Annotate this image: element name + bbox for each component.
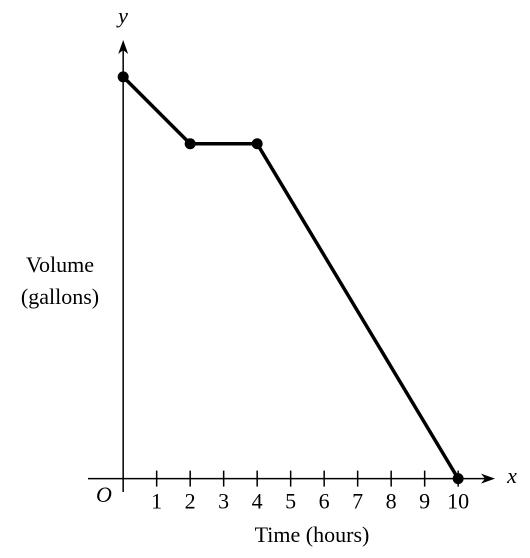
y-axis-arrow	[118, 40, 129, 54]
y-axis-label: Volume	[26, 252, 94, 277]
data-line	[121, 75, 460, 480]
data-point	[184, 138, 196, 150]
data-point	[117, 71, 129, 83]
x-tick-label: 3	[218, 489, 229, 514]
origin-label: O	[96, 482, 112, 507]
x-tick-label: 9	[419, 489, 430, 514]
x-tick-label: 10	[447, 489, 469, 514]
x-tick-label: 7	[352, 489, 363, 514]
y-axis-label: (gallons)	[21, 284, 99, 309]
x-tick-label: 1	[151, 489, 162, 514]
data-point	[251, 138, 263, 150]
x-axis-label: Time (hours)	[255, 522, 370, 547]
data-point	[452, 473, 464, 485]
x-tick-label: 2	[185, 489, 196, 514]
x-tick-label: 4	[252, 489, 263, 514]
x-tick-label: 8	[386, 489, 397, 514]
y-axis-name: y	[116, 3, 128, 28]
x-axis-arrow	[481, 473, 495, 484]
x-tick-label: 5	[285, 489, 296, 514]
x-tick-label: 6	[319, 489, 330, 514]
x-axis-name: x	[506, 463, 517, 488]
